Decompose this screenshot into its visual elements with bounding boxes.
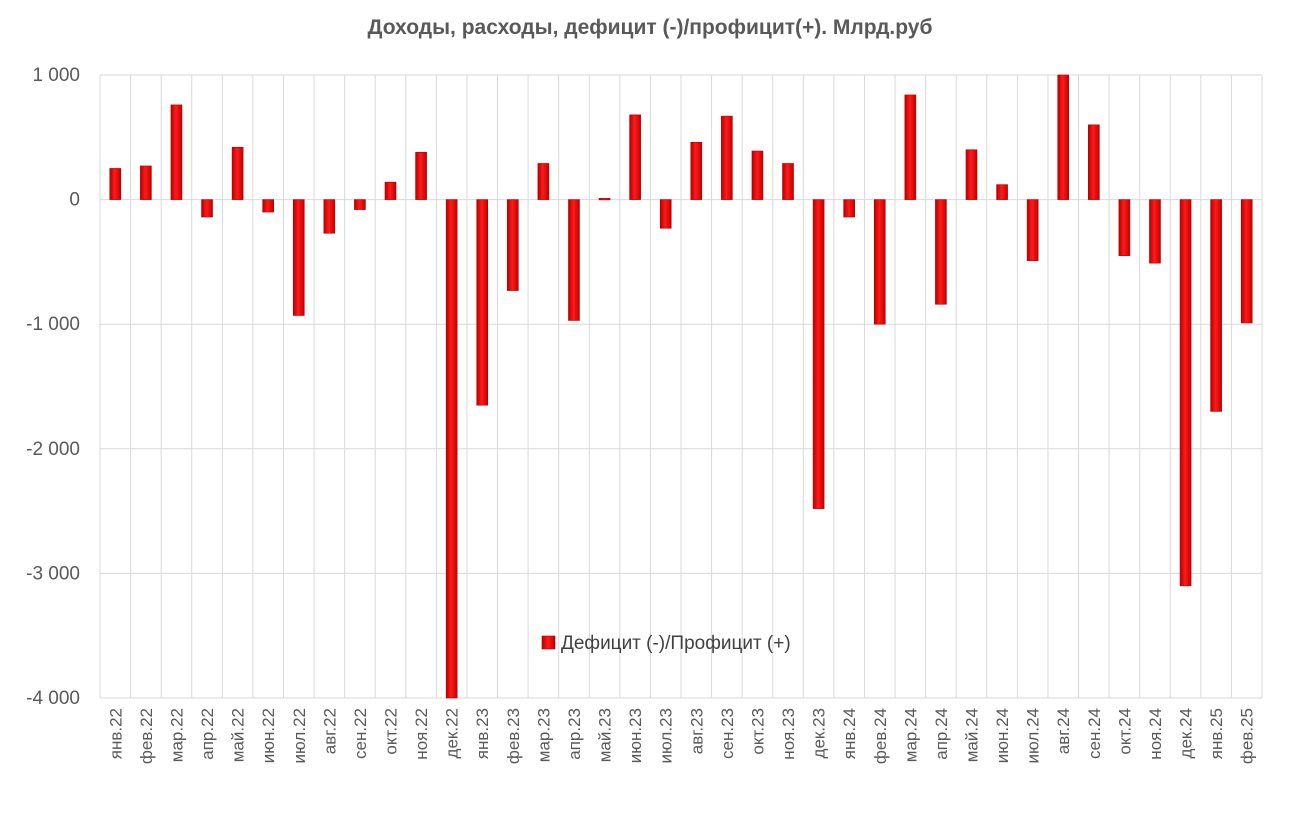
x-tick-label: мар.22 [167, 708, 186, 762]
bar [1057, 74, 1070, 200]
bar [537, 163, 550, 200]
x-tick-label: фев.24 [871, 708, 890, 764]
x-tick-label: авг.23 [687, 708, 706, 754]
x-tick-label: июн.22 [259, 708, 278, 763]
bar [1026, 199, 1039, 261]
bar [354, 199, 366, 210]
y-tick-label: -3 000 [26, 563, 80, 584]
x-tick-label: апр.22 [198, 708, 217, 760]
bar [109, 168, 122, 200]
bar [507, 199, 519, 291]
x-tick-label: янв.25 [1207, 708, 1226, 759]
bar [1210, 199, 1222, 412]
x-tick-label: фев.23 [504, 708, 523, 764]
x-tick-label: июн.23 [626, 708, 645, 763]
bar [384, 181, 397, 200]
y-tick-label: -1 000 [26, 314, 80, 335]
bar [140, 165, 152, 200]
bar [965, 149, 978, 200]
bar [751, 150, 764, 200]
bar [415, 151, 427, 200]
bar [170, 104, 183, 200]
x-tick-label: ноя.23 [779, 708, 798, 760]
x-tick-label: ноя.22 [412, 708, 431, 760]
bar [873, 199, 886, 325]
bar [476, 199, 489, 406]
bar [323, 199, 336, 234]
legend-label: Дефицит (-)/Профицит (+) [561, 633, 791, 654]
x-tick-label: янв.23 [473, 708, 492, 759]
grid-lines [99, 74, 1263, 699]
x-tick-label: ноя.24 [1146, 708, 1165, 760]
chart-title: Доходы, расходы, дефицит (-)/профицит(+)… [367, 16, 933, 39]
x-tick-label: дек.24 [1177, 708, 1196, 758]
bars [109, 74, 1253, 699]
bar [1088, 124, 1100, 200]
bar [1240, 199, 1253, 324]
x-tick-label: авг.24 [1054, 708, 1073, 754]
x-tick-label: мар.23 [534, 708, 553, 762]
y-tick-label: 0 [69, 190, 80, 211]
bar [445, 199, 458, 699]
x-tick-label: июн.24 [993, 708, 1012, 763]
x-tick-label: мар.24 [901, 708, 920, 762]
bar [935, 199, 947, 305]
bar [201, 199, 213, 218]
bar [1179, 199, 1192, 587]
bar [629, 114, 641, 200]
x-tick-label: окт.23 [748, 708, 767, 755]
bar [904, 94, 917, 200]
bar [568, 199, 580, 321]
bar [1149, 199, 1161, 264]
x-tick-label: апр.24 [932, 708, 951, 760]
x-tick-label: апр.23 [565, 708, 584, 760]
legend: Дефицит (-)/Профицит (+) [541, 633, 791, 654]
x-tick-label: май.22 [229, 708, 248, 762]
x-tick-label: янв.22 [106, 708, 125, 759]
bar [659, 199, 672, 229]
x-tick-label: сен.24 [1085, 708, 1104, 759]
x-tick-label: фев.22 [137, 708, 156, 764]
x-tick-label: июл.24 [1024, 708, 1043, 763]
x-tick-label: июл.23 [657, 708, 676, 763]
x-tick-label: дек.22 [443, 708, 462, 758]
y-tick-label: -2 000 [26, 439, 80, 460]
x-tick-label: окт.24 [1115, 708, 1134, 755]
y-tick-label: 1 000 [32, 65, 80, 86]
bar [598, 198, 611, 201]
bar [721, 115, 733, 200]
bar [1118, 199, 1131, 256]
bar [812, 199, 825, 509]
x-tick-label: июл.22 [290, 708, 309, 763]
x-tick-label: фев.25 [1238, 708, 1257, 764]
bar [292, 199, 305, 316]
x-tick-label: янв.24 [840, 708, 859, 759]
x-tick-label: дек.23 [810, 708, 829, 758]
x-tick-label: сен.22 [351, 708, 370, 759]
x-tick-label: авг.22 [320, 708, 339, 754]
bar [782, 163, 794, 200]
legend-swatch [541, 635, 556, 650]
x-tick-label: май.23 [596, 708, 615, 762]
bar [262, 199, 274, 213]
x-tick-label: май.24 [963, 708, 982, 762]
x-axis-ticks: янв.22 фев.22 мар.22 апр.22 май.22 июн.22 июл.… [106, 708, 1256, 764]
x-tick-label: окт.22 [382, 708, 401, 755]
x-tick-label: сен.23 [718, 708, 737, 759]
bar [996, 184, 1008, 200]
y-tick-label: -4 000 [26, 688, 80, 709]
y-axis-ticks: 1 000 0 -1 000 -2 000 -3 000 -4 000 [26, 65, 80, 709]
bar [843, 199, 855, 218]
bar [690, 141, 703, 200]
bar [231, 146, 244, 200]
